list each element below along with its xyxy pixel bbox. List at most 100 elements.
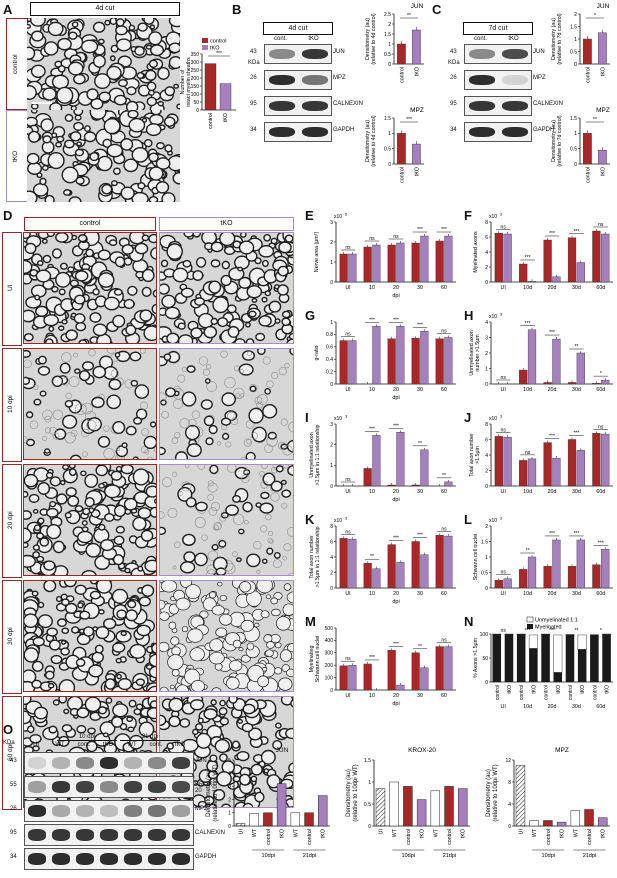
y-axis-label: Densitometry (au) [365, 18, 371, 60]
y-axis-label: intact myelin sheaths [186, 57, 192, 107]
myelin-sheath [95, 625, 110, 640]
myelin-sheath [161, 294, 176, 309]
cell-debris [280, 418, 288, 426]
myelin-sheath [238, 647, 244, 652]
x-tick-label: 10 [369, 489, 375, 495]
sig-label: ** [526, 548, 530, 554]
bar [263, 812, 273, 827]
myelin-sheath [219, 753, 228, 762]
chart-o3: 0 4 8 12 MPZ Densitometry (au) (relative to 10… [486, 747, 610, 859]
blot-band [301, 126, 328, 138]
myelin-sheath [128, 24, 136, 31]
cell-debris [261, 465, 268, 469]
band-name: CALNEXIN [333, 101, 364, 107]
cell-debris [288, 421, 293, 433]
myelin-sheath [232, 639, 242, 649]
row-label: 10 dpi [7, 395, 14, 413]
y-tick-label: 500 [325, 626, 334, 632]
myelin-sheath [63, 708, 70, 715]
cell-debris [269, 539, 274, 544]
myelin-sheath [148, 166, 164, 181]
bar-control [543, 442, 552, 487]
panel-letter-l: L [464, 512, 472, 527]
myelin-sheath [24, 510, 32, 520]
myelin-sheath [73, 73, 86, 85]
myelin-sheath [192, 728, 199, 736]
myelin-sheath [174, 451, 188, 459]
bar-control [411, 652, 420, 691]
sig-label: ns [501, 224, 507, 230]
mw-marker: 34 [10, 854, 17, 860]
kda-label: KDa [448, 60, 460, 66]
myelin-sheath [97, 155, 113, 172]
myelin-sheath [211, 605, 225, 616]
blot-strip-jun [264, 44, 332, 64]
cell-debris [45, 427, 51, 434]
x-tick-label: tKO [580, 685, 586, 694]
sig-label: ns [393, 234, 399, 240]
myelin-sheath [246, 285, 263, 299]
bar [389, 781, 399, 827]
myelin-sheath [240, 619, 255, 632]
bar-tKO [601, 233, 610, 283]
myelin-sheath [263, 768, 270, 774]
bar-tKO [420, 667, 429, 691]
myelin-sheath [285, 727, 293, 740]
myelin-sheath [81, 361, 95, 371]
blot-band [468, 74, 495, 86]
myelin-sheath [24, 647, 39, 663]
bar-tKO [444, 646, 453, 691]
y-tick-label: 0 [485, 680, 488, 686]
myelin-sheath [92, 21, 106, 33]
myelin-sheath [171, 669, 180, 677]
x-tick-label: tKO [420, 829, 426, 838]
myelin-sheath [137, 565, 144, 572]
bar-myelinated [590, 634, 599, 682]
x-tick-label: 30 [417, 285, 423, 291]
blot-band [501, 100, 528, 112]
y-axis-label: Myelinated axons [473, 231, 479, 273]
myelin-sheath [76, 725, 87, 734]
x-tick-label: control [519, 685, 525, 700]
myelin-sheath [67, 495, 80, 507]
y-axis-label: Number of [180, 69, 186, 94]
x-tick-label: 60d [596, 591, 605, 597]
myelin-sheath [270, 480, 283, 492]
sig-label: *** [369, 426, 375, 432]
sig-label: ns [598, 424, 604, 430]
chart-title: MPZ [555, 747, 569, 754]
sig-label: *** [598, 540, 604, 546]
y-tick-label: 4 [330, 555, 333, 561]
myelin-sheath [261, 558, 268, 564]
myelin-sheath [106, 65, 122, 81]
axis-exponent: x10 [334, 518, 342, 524]
bar [570, 810, 581, 827]
micrograph-texture [24, 349, 156, 459]
band-name: JUN [195, 758, 207, 764]
myelin-sheath [234, 338, 246, 343]
myelin-sheath [67, 266, 75, 273]
y-axis-label: Unmyelinated axon [469, 330, 475, 375]
panel-a-header: 4d cut [30, 2, 180, 16]
myelin-sheath [271, 608, 281, 617]
myelin-sheath [94, 555, 111, 570]
cell-debris [82, 451, 88, 457]
sig-label: *** [369, 317, 375, 323]
myelin-sheath [286, 591, 293, 604]
cell-debris [207, 550, 219, 562]
row-frame-UI: UI [2, 232, 22, 346]
x-tick-label: tKO [507, 685, 513, 694]
myelin-sheath [111, 588, 129, 604]
bar-control [543, 566, 552, 589]
myelin-sheath [43, 581, 57, 593]
bar-control [435, 646, 444, 691]
myelin-sheath [221, 260, 231, 270]
blot-band [468, 48, 495, 60]
myelin-sheath [84, 473, 99, 488]
myelin-sheath [287, 465, 293, 476]
blot-band [148, 781, 166, 793]
y-tick-label: 2 [485, 351, 488, 357]
blot-band [52, 781, 70, 793]
myelin-sheath [86, 740, 98, 753]
row-label: UI [7, 284, 14, 292]
